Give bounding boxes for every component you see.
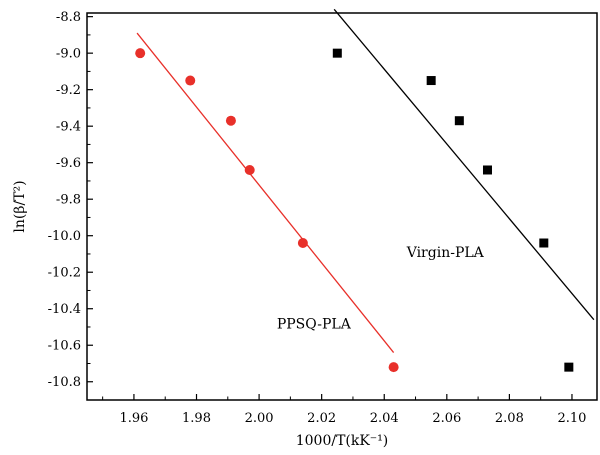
virgin-pla-point (564, 362, 574, 372)
x-tick-label: 2.04 (370, 411, 399, 426)
ppsq-pla-point (185, 75, 196, 86)
ppsq-pla-point (225, 115, 236, 126)
x-tick-label: 2.08 (495, 411, 524, 426)
x-axis: 1.96 1.98 2.00 2.02 2.04 2.06 2.08 2.10 (102, 394, 586, 426)
x-tick-label: 1.96 (119, 411, 148, 426)
ppsq-pla-fit-line (136, 32, 395, 353)
x-tick-label: 2.02 (307, 411, 336, 426)
y-tick-label: -10.6 (48, 339, 81, 354)
ppsq-pla-point (388, 362, 399, 373)
virgin-pla-point (454, 116, 464, 126)
y-tick-label: -9.8 (56, 193, 81, 208)
virgin-pla-point (482, 165, 492, 175)
y-tick-label: -10.2 (48, 266, 81, 281)
ppsq-pla-point (244, 164, 255, 175)
y-axis: -8.8 -9.0 -9.2 -9.4 -9.6 -9.8 -10.0 -10.2 -10.4 -… (48, 10, 93, 401)
y-tick-label: -9.6 (56, 156, 81, 171)
y-tick-label: -10.0 (48, 229, 81, 244)
virgin-pla-point (332, 48, 342, 58)
virgin-pla-point (539, 238, 549, 248)
series-labels: PPSQ-PLA Virgin-PLA (277, 245, 485, 332)
y-axis-title: ln(β/T²) (12, 180, 28, 232)
x-tick-label: 2.10 (557, 411, 586, 426)
x-tick-label: 2.06 (432, 411, 461, 426)
plot-frame (86, 12, 598, 401)
series-label: Virgin-PLA (406, 245, 485, 261)
series-label: PPSQ-PLA (277, 316, 352, 332)
fit-lines (136, 8, 595, 353)
data-markers (135, 48, 574, 373)
virgin-pla-fit-line (333, 8, 595, 321)
x-tick-label: 1.98 (182, 411, 211, 426)
y-tick-label: -9.4 (56, 120, 81, 135)
ppsq-pla-point (135, 48, 146, 59)
y-tick-label: -9.2 (56, 83, 81, 98)
y-tick-label: -10.4 (48, 302, 81, 317)
y-tick-label: -8.8 (56, 10, 81, 25)
ppsq-pla-point (297, 238, 308, 249)
y-tick-label: -9.0 (56, 47, 81, 62)
x-axis-title: 1000/T(kK⁻¹) (296, 433, 389, 449)
virgin-pla-point (426, 76, 436, 86)
y-tick-label: -10.8 (48, 375, 81, 390)
x-tick-label: 2.00 (245, 411, 274, 426)
